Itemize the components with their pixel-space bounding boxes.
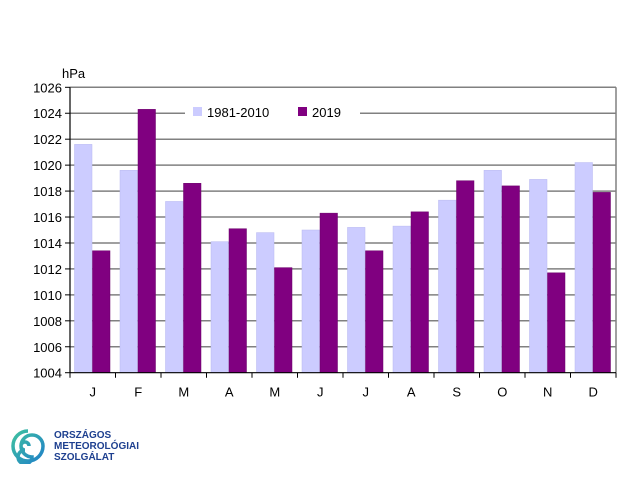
bar-1981-2010-S bbox=[438, 199, 457, 373]
y-tick-label: 1016 bbox=[33, 210, 62, 225]
bar-2019-M bbox=[183, 183, 202, 373]
bar-1981-2010-M bbox=[256, 232, 275, 373]
y-tick-label: 1004 bbox=[33, 366, 62, 381]
bar-2019-N bbox=[547, 272, 566, 373]
bar-2019-A bbox=[410, 211, 429, 373]
y-tick-label: 1024 bbox=[33, 106, 62, 121]
x-tick-label: O bbox=[497, 385, 507, 400]
y-tick-label: 1010 bbox=[33, 288, 62, 303]
bar-1981-2010-J bbox=[301, 229, 320, 373]
x-tick-label: A bbox=[225, 385, 234, 400]
legend-label-2019: 2019 bbox=[312, 105, 341, 120]
x-tick-label: S bbox=[452, 385, 461, 400]
bar-1981-2010-D bbox=[574, 162, 593, 373]
bar-1981-2010-A bbox=[392, 225, 411, 373]
y-tick-label: 1012 bbox=[33, 262, 62, 277]
logo-line-2: METEOROLÓGIAI bbox=[54, 440, 139, 452]
y-tick-label: 1022 bbox=[33, 132, 62, 147]
y-tick-label: 1020 bbox=[33, 158, 62, 173]
bar-2019-D bbox=[592, 192, 611, 373]
legend-swatch-1981-2010 bbox=[193, 107, 202, 116]
x-tick-label: J bbox=[90, 385, 97, 400]
x-tick-label: A bbox=[407, 385, 416, 400]
y-tick-label: 1008 bbox=[33, 314, 62, 329]
bar-1981-2010-J bbox=[74, 144, 93, 373]
y-tick-label: 1014 bbox=[33, 236, 62, 251]
x-tick-label: N bbox=[543, 385, 552, 400]
bar-2019-O bbox=[501, 185, 520, 373]
x-tick-label: J bbox=[317, 385, 324, 400]
logo-line-1: ORSZÁGOS bbox=[54, 429, 112, 441]
bar-1981-2010-J bbox=[347, 227, 366, 373]
x-tick-label: F bbox=[134, 385, 142, 400]
bar-2019-M bbox=[274, 267, 293, 373]
bar-2019-J bbox=[319, 212, 338, 373]
y-tick-label: 1018 bbox=[33, 184, 62, 199]
legend-background bbox=[185, 103, 360, 123]
y-tick-label: 1026 bbox=[33, 80, 62, 95]
bar-1981-2010-M bbox=[165, 201, 184, 373]
bar-2019-S bbox=[456, 180, 475, 373]
x-tick-label: M bbox=[269, 385, 280, 400]
bar-2019-F bbox=[137, 109, 156, 373]
x-tick-label: J bbox=[363, 385, 370, 400]
y-tick-label: 1006 bbox=[33, 340, 62, 355]
bar-1981-2010-O bbox=[483, 170, 502, 373]
bar-2019-A bbox=[228, 228, 247, 373]
logo-line-3: SZOLGÁLAT bbox=[54, 451, 115, 463]
legend-swatch-2019 bbox=[298, 107, 307, 116]
y-axis-label: hPa bbox=[62, 66, 86, 81]
x-tick-label: D bbox=[589, 385, 598, 400]
bar-1981-2010-A bbox=[210, 241, 229, 373]
bar-1981-2010-N bbox=[529, 179, 548, 373]
bar-2019-J bbox=[92, 250, 111, 373]
legend-label-1981-2010: 1981-2010 bbox=[207, 105, 269, 120]
legend: 1981-2010 2019 bbox=[185, 103, 360, 123]
omsz-logo: ORSZÁGOS METEOROLÓGIAI SZOLGÁLAT bbox=[10, 428, 139, 464]
x-tick-label: M bbox=[178, 385, 189, 400]
bar-1981-2010-F bbox=[119, 170, 138, 373]
spiral-logo-icon bbox=[11, 429, 45, 464]
bar-2019-J bbox=[365, 250, 384, 373]
